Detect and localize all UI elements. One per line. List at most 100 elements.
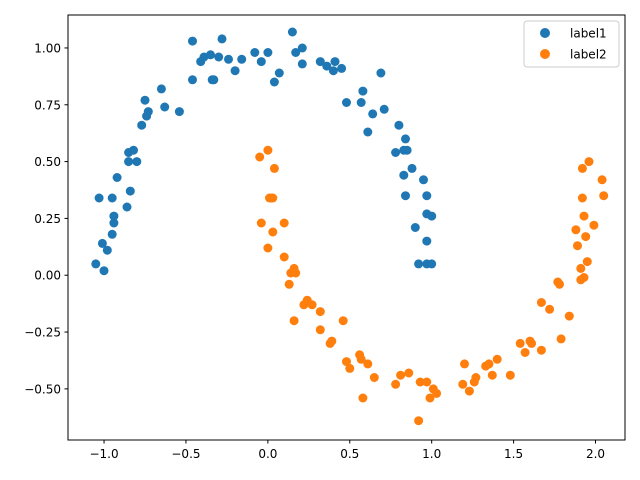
point-label1-16 (137, 120, 147, 130)
point-label2-30 (369, 373, 379, 382)
point-label1-53 (368, 109, 378, 119)
point-label2-67 (579, 211, 589, 221)
point-label1-19 (143, 107, 153, 117)
point-label1-7 (94, 193, 104, 203)
point-label2-51 (520, 348, 530, 357)
point-label2-28 (358, 393, 368, 403)
point-label2-65 (577, 163, 587, 173)
y-tick-label: −0.25 (24, 326, 61, 340)
point-label1-56 (391, 148, 401, 157)
point-label2-66 (577, 193, 587, 203)
point-label1-57 (394, 120, 404, 130)
point-label1-5 (109, 218, 119, 228)
point-label2-0 (255, 152, 265, 162)
x-tick-label: 0.0 (258, 447, 277, 461)
x-tick-label: 0.5 (340, 447, 359, 461)
point-label1-14 (129, 145, 138, 155)
point-label1-4 (107, 229, 117, 239)
point-label1-64 (410, 223, 420, 232)
point-label1-15 (132, 157, 142, 167)
point-label2-15 (289, 316, 299, 326)
point-label1-31 (217, 34, 227, 44)
point-label1-24 (188, 36, 197, 46)
point-label2-39 (432, 388, 442, 398)
point-label1-6 (109, 211, 119, 221)
y-tick-label: 0.25 (34, 212, 61, 226)
point-label1-35 (250, 48, 260, 57)
legend-label-label1: label1 (570, 27, 607, 41)
point-label1-30 (214, 52, 224, 62)
point-label2-22 (327, 336, 337, 346)
point-label1-39 (274, 68, 284, 78)
point-label2-6 (256, 218, 266, 228)
point-label2-1 (263, 145, 273, 155)
point-label2-56 (545, 304, 555, 314)
point-label1-1 (99, 266, 109, 276)
point-label2-49 (505, 370, 515, 380)
point-label1-65 (414, 259, 424, 269)
point-label2-71 (584, 157, 594, 167)
x-axis: −1.0 −0.5 0.0 0.5 1.0 1.5 2.0 (89, 440, 605, 461)
point-label1-38 (269, 77, 279, 87)
point-label1-23 (188, 75, 197, 85)
y-axis: −0.50 −0.25 0.00 0.25 0.50 0.75 1.00 (24, 41, 68, 396)
point-label2-19 (315, 307, 325, 317)
point-label1-71 (427, 211, 437, 221)
point-label1-0 (91, 259, 101, 269)
point-label1-22 (174, 107, 184, 117)
point-label2-74 (599, 191, 609, 201)
point-label2-44 (471, 373, 481, 382)
point-label1-41 (291, 48, 301, 57)
plot-frame (67, 14, 626, 441)
point-label1-45 (322, 61, 332, 71)
point-label1-37 (263, 48, 273, 57)
point-label1-20 (160, 102, 170, 112)
point-label2-54 (536, 298, 546, 307)
point-label2-53 (527, 338, 537, 348)
point-label2-25 (345, 363, 355, 373)
point-label2-33 (404, 368, 414, 378)
point-label1-21 (156, 84, 166, 94)
point-label1-36 (256, 57, 266, 67)
point-label1-61 (401, 191, 410, 201)
point-label1-62 (402, 145, 412, 155)
point-label2-70 (582, 257, 592, 267)
point-label2-40 (458, 379, 468, 389)
point-label2-36 (422, 377, 432, 387)
point-label2-50 (515, 338, 525, 348)
legend-label-label2: label2 (570, 48, 607, 62)
point-label1-32 (224, 54, 233, 64)
point-label2-32 (396, 370, 406, 380)
point-label2-48 (492, 354, 502, 364)
point-label1-10 (122, 202, 132, 212)
y-tick-label: 1.00 (34, 41, 61, 55)
x-tick-label: 2.0 (586, 447, 605, 461)
point-label2-5 (268, 193, 278, 203)
point-label1-60 (401, 134, 410, 144)
point-label1-2 (97, 238, 107, 248)
y-tick-label: 0.75 (34, 98, 61, 112)
point-label1-8 (107, 193, 117, 203)
point-label2-37 (425, 393, 435, 403)
point-label1-72 (427, 259, 437, 269)
point-label2-29 (363, 359, 373, 369)
y-tick-label: 0.50 (34, 155, 61, 169)
point-label2-47 (487, 370, 497, 380)
point-label1-34 (237, 54, 247, 64)
point-label1-3 (102, 245, 112, 255)
point-label1-48 (337, 63, 347, 73)
point-label2-72 (589, 220, 599, 230)
point-label2-46 (484, 359, 494, 369)
point-label1-11 (125, 186, 135, 196)
point-label1-17 (140, 95, 150, 105)
point-label1-42 (297, 43, 307, 53)
point-label2-58 (555, 279, 564, 289)
point-label2-18 (307, 300, 317, 310)
point-label1-50 (356, 98, 366, 107)
points-layer (91, 27, 609, 426)
x-tick-label: 1.5 (504, 447, 523, 461)
point-label2-20 (315, 325, 325, 335)
point-label1-47 (330, 57, 340, 67)
point-label1-44 (315, 57, 325, 67)
